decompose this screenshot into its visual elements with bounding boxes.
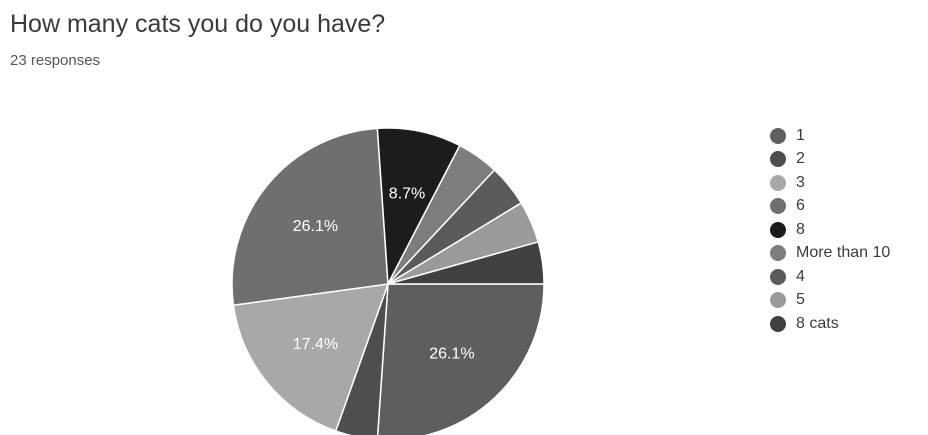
- legend-label: 2: [796, 150, 805, 168]
- chart-legend: 1 2 3 6 8 More than 10 4 5 8 cats: [770, 124, 890, 336]
- chart-title: How many cats you do you have?: [10, 10, 386, 38]
- legend-swatch: [770, 315, 786, 332]
- legend-item: More than 10: [770, 242, 890, 266]
- legend-label: 8 cats: [796, 314, 839, 332]
- pie-slice-label: 17.4%: [293, 336, 338, 353]
- legend-item: 6: [770, 195, 890, 219]
- legend-swatch: [770, 221, 786, 238]
- pie-slice-3: [232, 283, 390, 432]
- pie-slice-6: [231, 127, 389, 307]
- legend-swatch: [770, 268, 786, 285]
- legend-item: 8: [770, 218, 890, 242]
- legend-label: 4: [796, 267, 805, 285]
- pie-slice-1: [376, 283, 545, 435]
- legend-item: 5: [770, 289, 890, 313]
- legend-item: 3: [770, 171, 890, 195]
- legend-label: 8: [796, 220, 805, 238]
- legend-swatch: [770, 127, 786, 144]
- pie-slice-label: 26.1%: [293, 218, 338, 235]
- response-count: 23 responses: [10, 52, 101, 69]
- legend-label: More than 10: [796, 244, 891, 262]
- legend-swatch: [770, 151, 786, 168]
- legend-swatch: [770, 198, 786, 215]
- legend-item: 1: [770, 124, 890, 148]
- legend-swatch: [770, 245, 786, 262]
- legend-item: 2: [770, 148, 890, 172]
- pie-slice-8-cats: [387, 240, 545, 285]
- pie-slice-8: [376, 127, 461, 287]
- legend-label: 3: [796, 173, 805, 191]
- legend-swatch: [770, 174, 786, 191]
- legend-label: 1: [796, 126, 805, 144]
- legend-item: 4: [770, 265, 890, 289]
- legend-swatch: [770, 292, 786, 309]
- legend-label: 6: [796, 197, 805, 215]
- pie-slice-label: 8.7%: [389, 185, 425, 202]
- legend-label: 5: [796, 291, 805, 309]
- legend-item: 8 cats: [770, 312, 890, 336]
- pie-slice-label: 26.1%: [429, 345, 474, 362]
